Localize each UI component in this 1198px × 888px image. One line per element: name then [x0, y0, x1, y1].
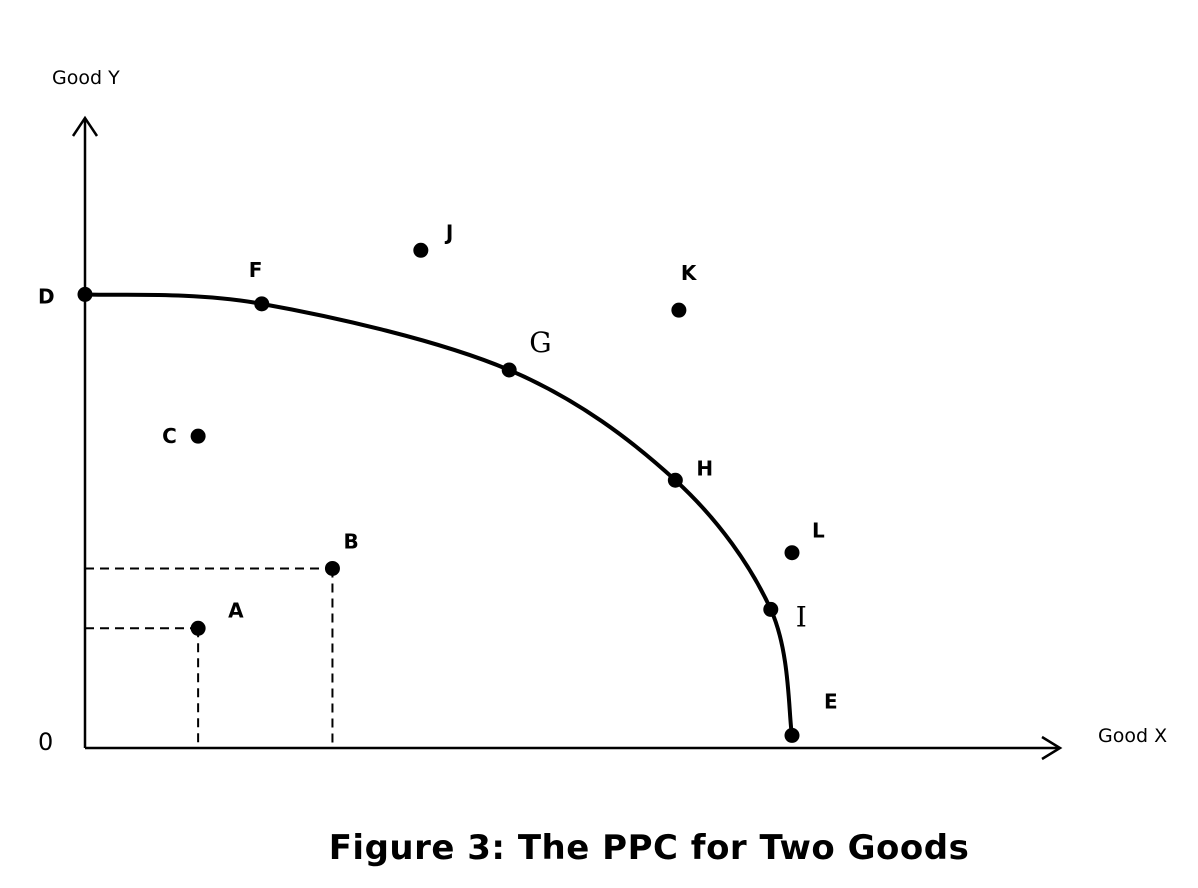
data-points: D F G H I E A B C J K L	[38, 220, 838, 743]
point-g-label: G	[529, 326, 551, 359]
point-b-marker	[324, 560, 340, 576]
point-a-label: A	[228, 598, 244, 622]
point-j-label: J	[444, 220, 453, 244]
point-j-marker	[413, 242, 429, 258]
guide-lines	[85, 567, 334, 748]
point-l-label: L	[812, 519, 825, 543]
point-i-label: I	[796, 600, 807, 633]
ppc-curve	[84, 292, 794, 736]
axes	[71, 115, 1063, 761]
x-axis-label: Good X	[1098, 725, 1167, 747]
point-k-marker	[671, 302, 687, 318]
point-h-label: H	[696, 456, 713, 480]
point-c-marker	[190, 428, 206, 444]
x-axis-arrowhead	[1041, 735, 1063, 761]
point-g-marker	[501, 362, 517, 378]
point-e-label: E	[824, 689, 838, 713]
y-axis-arrowhead	[71, 115, 99, 137]
point-f-marker	[254, 296, 270, 312]
point-a-marker	[190, 620, 206, 636]
origin-label: 0	[38, 728, 53, 756]
point-e-marker	[784, 727, 800, 743]
y-axis-label: Good Y	[52, 67, 120, 89]
point-i-marker	[763, 601, 779, 617]
point-l-marker	[784, 545, 800, 561]
point-d-label: D	[38, 284, 55, 308]
point-d-marker	[77, 286, 93, 302]
point-c-label: C	[162, 424, 177, 448]
point-k-label: K	[681, 261, 698, 285]
point-b-label: B	[343, 529, 358, 553]
point-h-marker	[667, 472, 683, 488]
figure-caption: Figure 3: The PPC for Two Goods	[328, 828, 970, 868]
point-f-label: F	[249, 258, 263, 282]
